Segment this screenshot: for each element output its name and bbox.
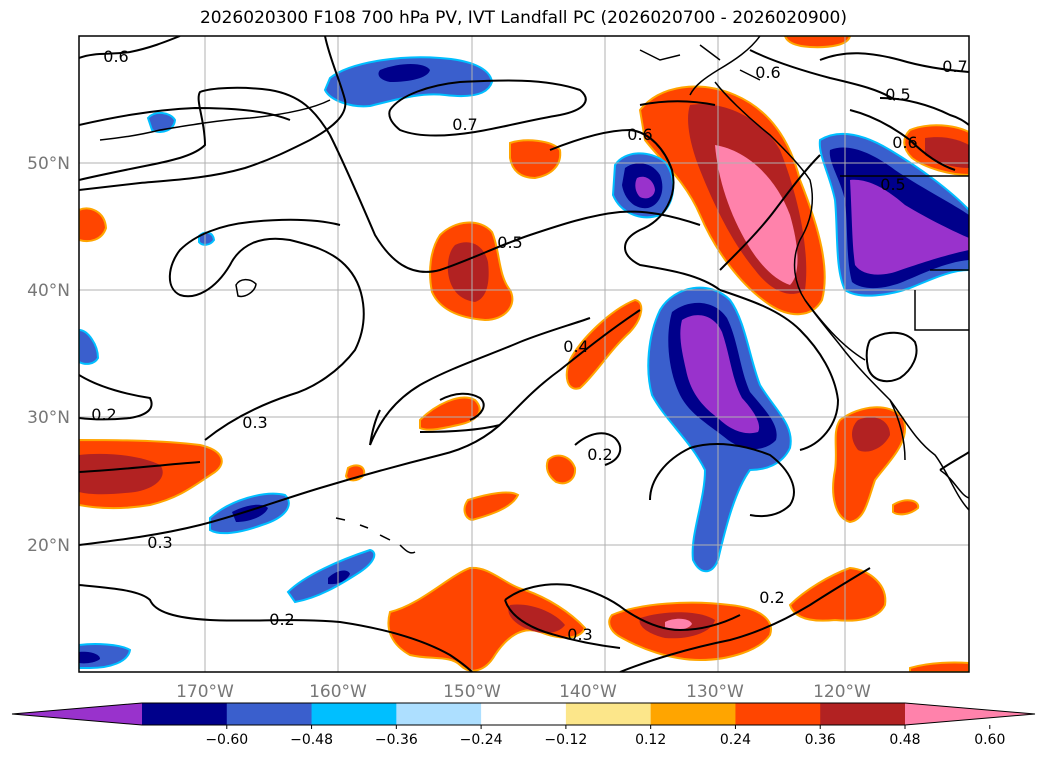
colorbar-tick-label: 0.48 xyxy=(889,732,920,748)
latitude-axis: 50°N 40°N 30°N 20°N xyxy=(27,154,70,556)
contour-labels: 0.6 0.5 0.6 0.7 0.6 0.5 0.6 0.7 0.5 0.4 … xyxy=(91,47,967,644)
colorbar-tick-label: −0.48 xyxy=(290,732,333,748)
contour-label: 0.6 xyxy=(103,47,128,66)
colorbar-swatch xyxy=(142,703,228,725)
contour-label: 0.4 xyxy=(563,337,588,356)
contour-label: 0.2 xyxy=(91,405,116,424)
colorbar-tick-label: 0.60 xyxy=(974,732,1005,748)
map-title: 2026020300 F108 700 hPa PV, IVT Landfall… xyxy=(199,8,847,28)
contour-label: 0.5 xyxy=(880,175,905,194)
colorbar-tick-label: −0.24 xyxy=(460,732,503,748)
longitude-label: 120°W xyxy=(813,682,871,702)
latitude-label: 30°N xyxy=(27,408,70,428)
contour-label: 0.5 xyxy=(497,233,522,252)
longitude-label: 160°W xyxy=(309,682,367,702)
longitude-label: 150°W xyxy=(443,682,501,702)
colorbar-swatch xyxy=(820,703,906,725)
colorbar-swatch xyxy=(481,703,567,725)
contour-label: 0.7 xyxy=(452,115,477,134)
colorbar-swatch xyxy=(311,703,397,725)
coastlines xyxy=(99,36,969,554)
colorbar-tick-label: −0.12 xyxy=(544,732,587,748)
pv-contours xyxy=(79,36,969,672)
longitude-label: 170°W xyxy=(176,682,234,702)
contour-label: 0.3 xyxy=(242,413,267,432)
map-frame xyxy=(78,35,970,673)
colorbar-tick-label: 0.36 xyxy=(805,732,836,748)
colorbar-extend-low xyxy=(12,703,142,725)
colorbar-swatch xyxy=(226,703,313,725)
contour-label: 0.2 xyxy=(759,588,784,607)
graticule xyxy=(79,36,969,672)
colorbar-tick-label: −0.60 xyxy=(205,732,248,748)
positive-anomaly-region xyxy=(387,566,587,672)
colorbar: −0.60 −0.48 −0.36 −0.24 −0.12 0.12 0.24 0.36 0.4… xyxy=(11,702,1036,748)
contour-label: 0.3 xyxy=(567,625,592,644)
colorbar-swatch xyxy=(650,703,736,725)
colorbar-extend-high xyxy=(905,703,1035,725)
contour-label: 0.2 xyxy=(269,610,294,629)
latitude-label: 50°N xyxy=(27,154,70,174)
contour-label: 0.2 xyxy=(587,445,612,464)
colorbar-swatch xyxy=(565,703,652,725)
colorbar-tick-label: 0.12 xyxy=(635,732,666,748)
longitude-axis: 170°W 160°W 150°W 140°W 130°W 120°W xyxy=(176,682,871,702)
contour-label: 0.6 xyxy=(627,125,652,144)
contour-label: 0.6 xyxy=(755,63,780,82)
colorbar-tick-label: 0.24 xyxy=(720,732,751,748)
colorbar-swatch xyxy=(396,703,482,725)
colorbar-swatch xyxy=(735,703,821,725)
contour-label: 0.5 xyxy=(885,85,910,104)
longitude-label: 140°W xyxy=(559,682,617,702)
colorbar-tick-label: −0.36 xyxy=(375,732,418,748)
latitude-label: 40°N xyxy=(27,281,70,301)
latitude-label: 20°N xyxy=(27,536,70,556)
contour-label: 0.6 xyxy=(892,133,917,152)
contour-label: 0.7 xyxy=(942,57,967,76)
longitude-label: 130°W xyxy=(686,682,744,702)
colorbar-outline xyxy=(11,702,1036,726)
contour-label: 0.3 xyxy=(147,533,172,552)
